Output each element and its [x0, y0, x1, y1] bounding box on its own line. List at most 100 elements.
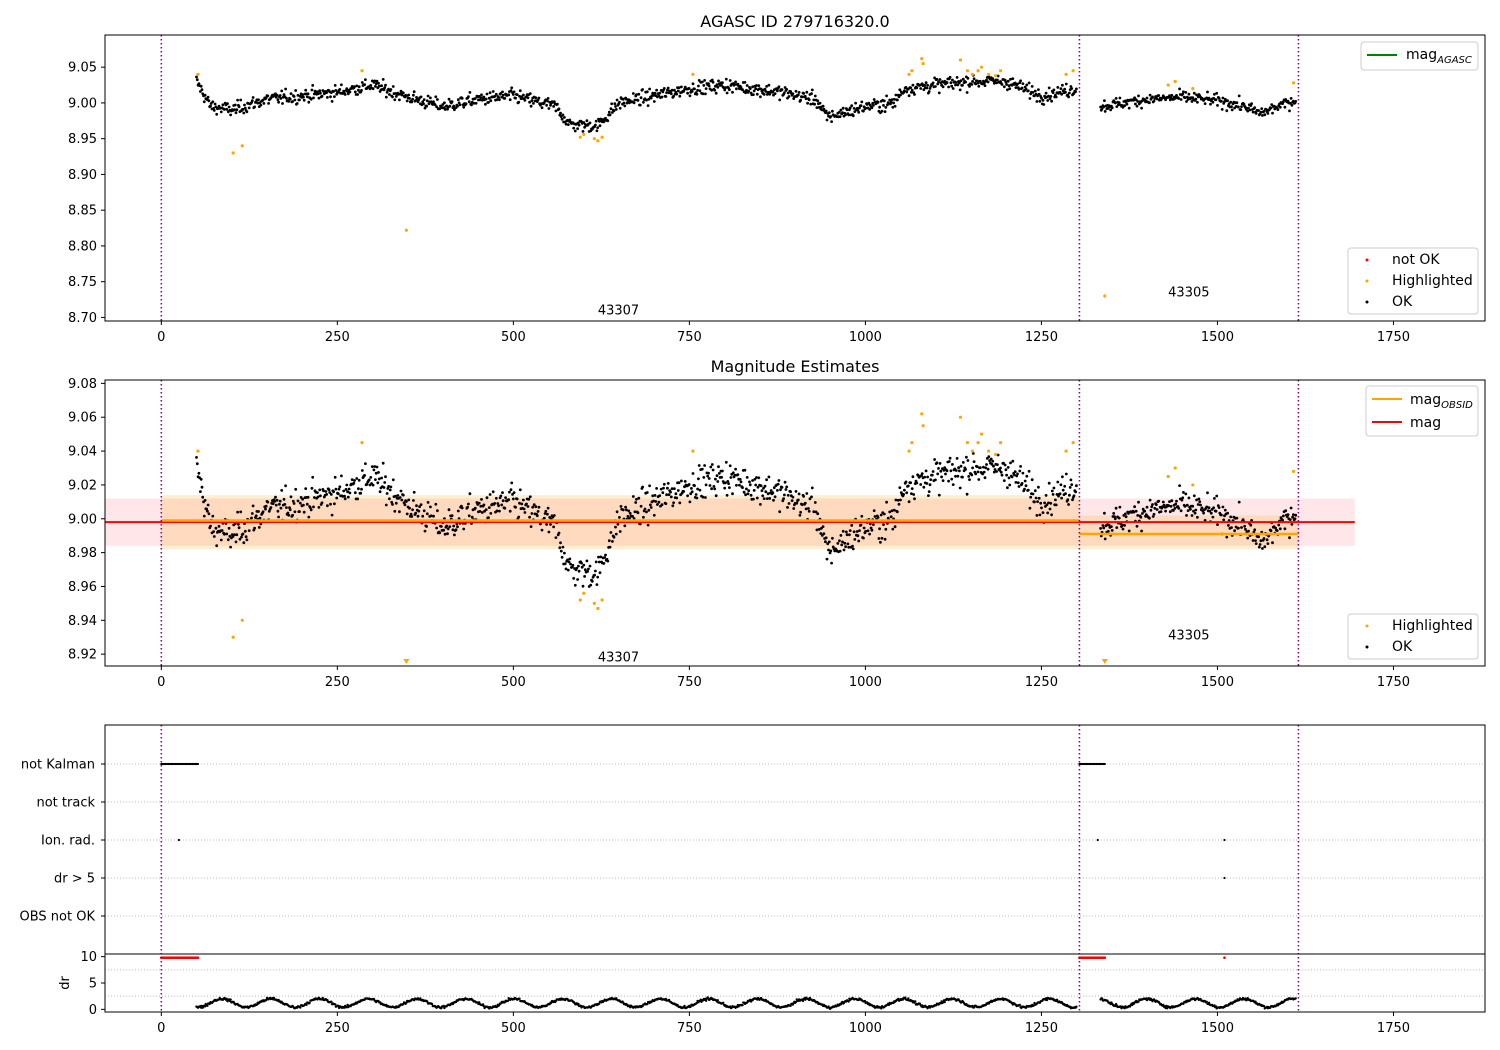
- ok-point: [422, 509, 426, 513]
- ok-point: [884, 527, 888, 531]
- ok-point: [384, 83, 387, 87]
- ok-point: [306, 495, 310, 499]
- ok-point: [356, 497, 359, 501]
- ok-point: [636, 99, 640, 102]
- ok-point: [838, 549, 842, 553]
- panel-agasc-frame: [104, 34, 1486, 322]
- ok-point: [1161, 500, 1165, 504]
- ok-point: [765, 85, 768, 88]
- ok-point: [429, 514, 433, 518]
- ok-point: [213, 102, 217, 106]
- highlighted-point: [1103, 294, 1107, 298]
- highlighted-point: [596, 606, 600, 611]
- ok-point: [510, 86, 514, 90]
- ok-point: [603, 556, 607, 559]
- ok-point: [1230, 108, 1234, 112]
- ok-point: [1066, 498, 1070, 502]
- ok-point: [894, 93, 898, 97]
- ok-point: [456, 525, 459, 529]
- ok-point: [276, 98, 280, 102]
- ok-point: [987, 455, 991, 459]
- ok-point: [1216, 104, 1219, 107]
- ok-point: [1141, 512, 1144, 515]
- ok-point: [517, 100, 521, 104]
- ok-point: [1194, 508, 1198, 512]
- ok-point: [325, 91, 328, 94]
- ok-point: [741, 486, 744, 489]
- ok-point: [720, 475, 723, 479]
- ok-point: [733, 473, 737, 477]
- ok-point: [905, 90, 909, 94]
- ok-point: [1212, 506, 1215, 510]
- ok-point: [514, 505, 517, 509]
- ok-point: [528, 100, 531, 104]
- ok-point: [393, 509, 397, 513]
- ok-point: [571, 563, 575, 567]
- ok-point: [813, 94, 817, 98]
- ok-point: [560, 555, 564, 559]
- ok-point: [911, 83, 915, 87]
- ok-point: [231, 535, 235, 538]
- ok-point: [1054, 503, 1058, 507]
- ok-point: [288, 97, 292, 101]
- ok-point: [1002, 479, 1006, 482]
- ok-point: [966, 459, 970, 462]
- ok-point: [423, 106, 427, 110]
- ok-point: [1253, 528, 1257, 532]
- ok-point: [762, 486, 765, 490]
- ok-point: [405, 99, 409, 103]
- ok-point: [391, 503, 394, 506]
- ok-point: [803, 94, 807, 98]
- ok-point: [526, 96, 530, 100]
- ok-point: [464, 102, 468, 106]
- ok-point: [813, 102, 816, 106]
- ok-point: [772, 486, 776, 490]
- ok-point: [391, 478, 395, 482]
- panel-flags-marks: [105, 725, 1485, 1012]
- p3-xtick-label: 500: [501, 1021, 526, 1036]
- ok-point: [1020, 86, 1024, 90]
- ok-point: [934, 85, 937, 88]
- ok-point: [280, 489, 284, 492]
- highlighted-point: [976, 441, 980, 445]
- ok-point: [564, 567, 568, 571]
- ok-point: [1185, 514, 1188, 517]
- ok-point: [1211, 100, 1215, 104]
- ok-point: [864, 106, 868, 110]
- ok-point: [512, 90, 516, 94]
- ok-point: [923, 83, 926, 87]
- ok-point: [991, 459, 995, 463]
- ok-point: [947, 85, 950, 89]
- ok-point: [577, 569, 581, 573]
- highlighted-point: [1191, 483, 1195, 487]
- legend-mag-lower-box: [1347, 613, 1479, 660]
- legend-mag-ok-marker: [1365, 645, 1369, 649]
- ok-point: [798, 513, 802, 517]
- ok-point: [309, 97, 313, 101]
- ok-point: [842, 548, 846, 552]
- ok-point: [937, 91, 941, 95]
- obsid-label-43305: 43305: [1168, 285, 1209, 300]
- ok-point: [276, 509, 280, 513]
- ok-point: [734, 467, 737, 471]
- ok-point: [1155, 97, 1159, 101]
- ok-point: [721, 81, 724, 85]
- ok-point: [1031, 492, 1035, 496]
- ok-point: [888, 510, 892, 514]
- ok-point: [326, 504, 329, 508]
- ok-point: [576, 127, 579, 130]
- ok-point: [697, 477, 700, 481]
- ok-point: [822, 107, 826, 111]
- ok-point: [467, 95, 470, 99]
- ok-point: [522, 93, 525, 97]
- ok-point: [580, 561, 583, 565]
- ok-point: [399, 489, 403, 493]
- ok-point: [372, 468, 376, 472]
- ok-point: [1288, 101, 1292, 105]
- ok-point: [559, 111, 562, 115]
- ok-point: [309, 508, 313, 512]
- ok-point: [509, 488, 513, 492]
- ok-point: [704, 483, 708, 487]
- ok-point: [813, 501, 817, 504]
- ok-point: [1275, 529, 1279, 532]
